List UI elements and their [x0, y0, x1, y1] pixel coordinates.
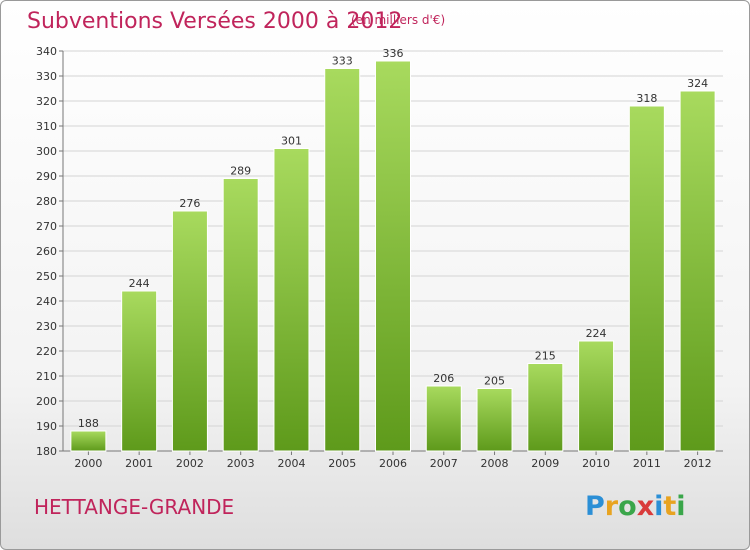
data-label: 205 — [484, 375, 505, 388]
bar-2010 — [578, 340, 615, 452]
bar-2001 — [121, 290, 158, 452]
x-tick-label: 2004 — [277, 457, 305, 470]
data-label: 224 — [586, 327, 607, 340]
y-tick-label: 270 — [36, 220, 57, 233]
x-tick-label: 2009 — [531, 457, 559, 470]
data-label: 289 — [230, 165, 251, 178]
y-tick-label: 300 — [36, 145, 57, 158]
x-tick-label: 2000 — [74, 457, 102, 470]
location-name: HETTANGE-GRANDE — [34, 495, 235, 519]
y-tick-label: 290 — [36, 170, 57, 183]
bar-2009 — [527, 363, 564, 452]
x-tick-label: 2001 — [125, 457, 153, 470]
y-tick-label: 330 — [36, 70, 57, 83]
x-tick-label: 2006 — [379, 457, 407, 470]
y-tick-label: 240 — [36, 295, 57, 308]
x-tick-label: 2007 — [430, 457, 458, 470]
bar-2006 — [375, 60, 411, 452]
data-label: 244 — [129, 277, 150, 290]
data-label: 324 — [687, 77, 708, 90]
y-tick-label: 200 — [36, 395, 57, 408]
y-tick-label: 250 — [36, 270, 57, 283]
bar-2002 — [171, 210, 208, 452]
data-label: 206 — [433, 372, 454, 385]
y-tick-label: 320 — [36, 95, 57, 108]
data-label: 276 — [179, 197, 200, 210]
bar-2007 — [425, 385, 462, 452]
x-tick-label: 2008 — [481, 457, 509, 470]
y-tick-label: 190 — [36, 420, 57, 433]
y-tick-label: 180 — [36, 445, 57, 458]
data-label: 333 — [332, 55, 353, 68]
x-tick-label: 2012 — [684, 457, 712, 470]
bar-2012 — [679, 90, 716, 452]
svg-text:Proxiti: Proxiti — [585, 491, 686, 522]
bars — [70, 60, 716, 452]
bar-2004 — [273, 148, 310, 452]
x-tick-label: 2003 — [227, 457, 255, 470]
y-tick-label: 340 — [36, 45, 57, 58]
y-tick-label: 210 — [36, 370, 57, 383]
bar-2011 — [628, 105, 665, 452]
bar-2005 — [324, 68, 361, 452]
x-tick-label: 2011 — [633, 457, 661, 470]
x-tick-label: 2010 — [582, 457, 610, 470]
bar-2000 — [70, 430, 107, 452]
x-tick-label: 2002 — [176, 457, 204, 470]
proxiti-logo: Proxiti — [585, 491, 686, 522]
labels: 180 190 200 210 220 230 240 250 260 270 280 290 300 3… — [36, 45, 712, 470]
y-tick-label: 220 — [36, 345, 57, 358]
data-label: 336 — [383, 47, 404, 60]
chart-title: Subventions Versées 2000 à 2012 — [27, 9, 403, 34]
bar-2008 — [476, 388, 513, 452]
x-tick-label: 2005 — [328, 457, 356, 470]
data-label: 215 — [535, 350, 556, 363]
y-tick-label: 230 — [36, 320, 57, 333]
bar-2003 — [222, 178, 259, 452]
data-label: 318 — [636, 92, 657, 105]
y-tick-label: 280 — [36, 195, 57, 208]
chart-subtitle: (en milliers d'€) — [351, 13, 446, 27]
y-tick-label: 260 — [36, 245, 57, 258]
y-tick-label: 310 — [36, 120, 57, 133]
data-label: 188 — [78, 417, 99, 430]
data-label: 301 — [281, 135, 302, 148]
